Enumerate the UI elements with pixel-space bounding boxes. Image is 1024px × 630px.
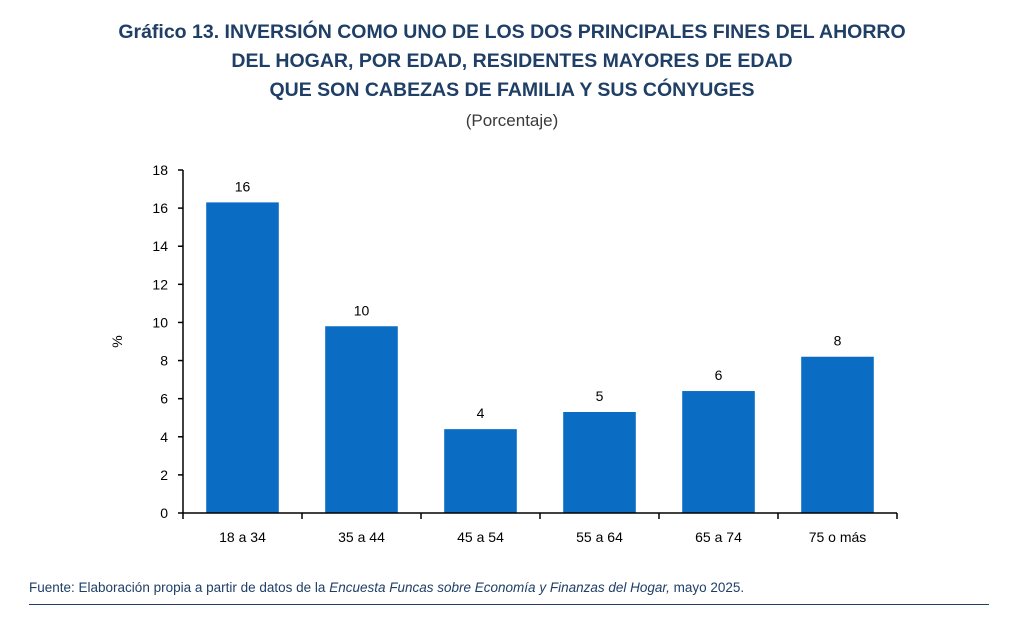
- bar: [206, 202, 279, 513]
- y-tick-label: 2: [160, 467, 168, 483]
- title-line-1: Gráfico 13. INVERSIÓN COMO UNO DE LOS DO…: [118, 21, 906, 43]
- y-tick-label: 10: [152, 314, 168, 330]
- x-tick-label: 18 a 34: [219, 529, 266, 545]
- y-tick-label: 4: [160, 429, 168, 445]
- source-note: Fuente: Elaboración propia a partir de d…: [29, 580, 744, 595]
- bar: [325, 326, 398, 513]
- data-label: 5: [596, 388, 604, 404]
- x-tick-label: 45 a 54: [457, 529, 504, 545]
- bottom-rule: [29, 604, 989, 605]
- bar: [563, 412, 636, 513]
- data-label: 6: [715, 367, 723, 383]
- y-tick-label: 14: [152, 238, 168, 254]
- y-tick-label: 16: [152, 200, 168, 216]
- chart-subtitle: (Porcentaje): [465, 111, 559, 130]
- y-tick-label: 0: [160, 505, 168, 521]
- y-tick-label: 18: [152, 162, 168, 178]
- title-line-2: DEL HOGAR, POR EDAD, RESIDENTES MAYORES …: [231, 50, 793, 72]
- data-label: 4: [477, 405, 485, 421]
- y-tick-label: 6: [160, 391, 168, 407]
- y-tick-label: 12: [152, 276, 168, 292]
- x-tick-label: 65 a 74: [695, 529, 742, 545]
- x-tick-label: 75 o más: [809, 529, 867, 545]
- bar: [444, 429, 517, 513]
- bar: [801, 356, 874, 513]
- x-tick-label: 55 a 64: [576, 529, 623, 545]
- title-line-3: QUE SON CABEZAS DE FAMILIA Y SUS CÓNYUGE…: [269, 79, 755, 101]
- source-italic: Encuesta Funcas sobre Economía y Finanza…: [329, 580, 670, 595]
- bar: [682, 391, 755, 513]
- data-label: 16: [235, 178, 251, 194]
- chart-title: Gráfico 13. INVERSIÓN COMO UNO DE LOS DO…: [0, 18, 1024, 105]
- y-tick-label: 8: [160, 353, 168, 369]
- source-prefix: Fuente: Elaboración propia a partir de d…: [29, 580, 330, 595]
- data-label: 8: [834, 333, 842, 349]
- source-suffix: mayo 2025.: [669, 580, 745, 595]
- x-tick-label: 35 a 44: [338, 529, 385, 545]
- data-label: 10: [354, 302, 370, 318]
- y-axis-label: %: [109, 335, 125, 347]
